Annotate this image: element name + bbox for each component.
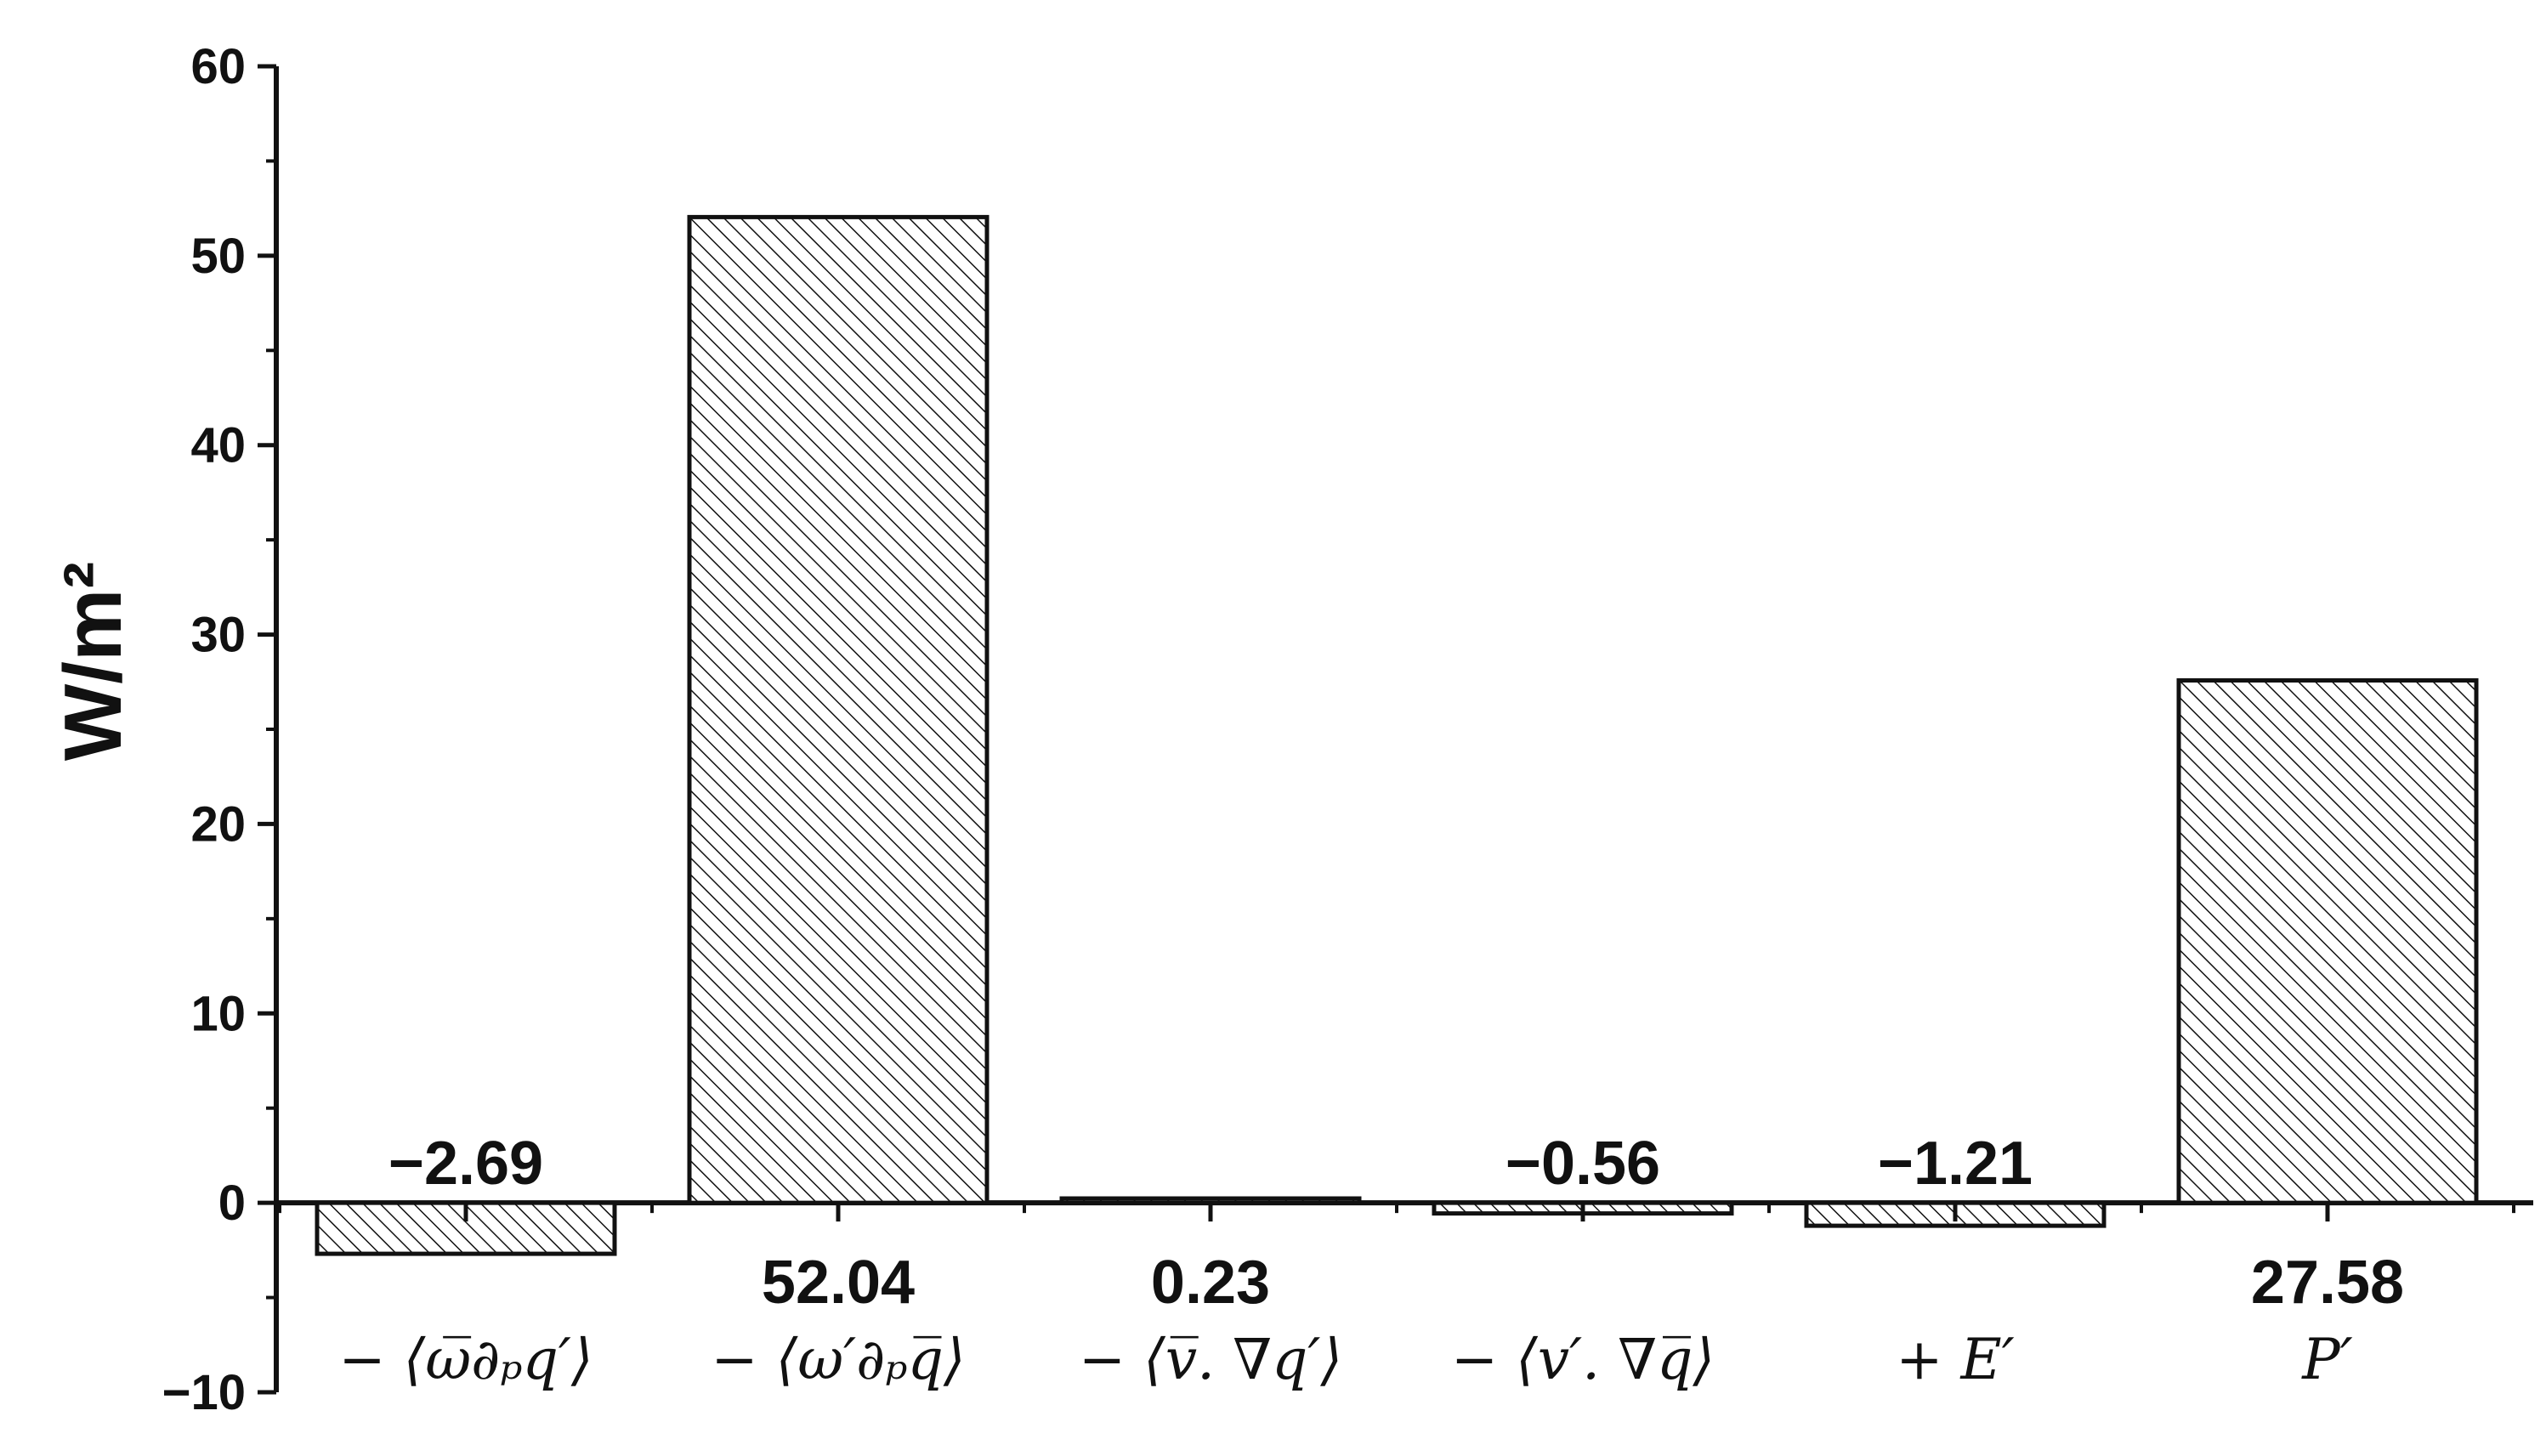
value-label: 0.23 [1151,1249,1270,1317]
y-tick-label: 0 [218,1176,246,1231]
y-tick-label: 50 [190,229,246,284]
bar [2176,678,2479,1205]
value-label: −2.69 [388,1130,543,1198]
value-label: 52.04 [762,1249,915,1317]
category-label: + E′ [1896,1327,2014,1392]
bars [315,214,2479,1256]
y-tick-label: 40 [190,418,246,473]
value-label: −1.21 [1878,1130,2033,1198]
y-tick-label: −10 [162,1365,246,1420]
value-label: −0.56 [1505,1130,1660,1198]
value-labels: −2.69 52.04 0.23 −0.56 −1.21 27.58 [388,1130,2404,1317]
value-label: 27.58 [2251,1249,2404,1317]
category-label: − ⟨ω′∂ₚq̅⟩ [711,1327,965,1392]
y-tick-label: 30 [190,608,246,663]
y-tick-label: 10 [190,986,246,1041]
category-label: P′ [2301,1327,2352,1392]
category-label: − ⟨v̅. ∇q′⟩ [1079,1327,1342,1392]
y-tick-label: 20 [190,796,246,852]
category-label: − ⟨v′. ∇q̅⟩ [1451,1327,1715,1392]
bar [687,214,989,1205]
y-tick-label: 60 [190,39,246,94]
y-ticks: −10 0 10 20 30 40 50 60 [162,39,2515,1420]
category-label: − ⟨ω̅∂ₚq′⟩ [338,1327,593,1392]
bar [1059,1196,1362,1205]
y-axis-label: W/m² [48,562,139,762]
category-labels: − ⟨ω̅∂ₚq′⟩ − ⟨ω′∂ₚq̅⟩ − ⟨v̅. ∇q′⟩ − ⟨v′. ∇q… [338,1327,2352,1392]
